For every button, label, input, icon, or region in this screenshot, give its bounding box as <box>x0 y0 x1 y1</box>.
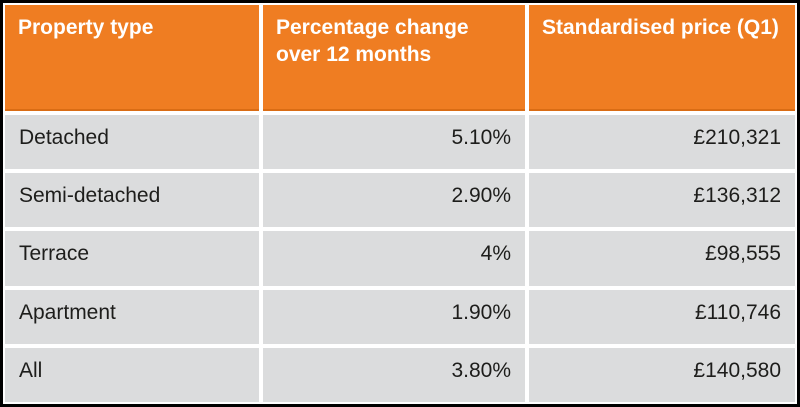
table-background: Property type Percentage change over 12 … <box>3 3 797 404</box>
cell-standardised-price-all: £140,580 <box>529 347 795 402</box>
cell-percentage-change-apartment: 1.90% <box>263 289 525 344</box>
cell-property-type-terrace: Terrace <box>5 231 259 286</box>
cell-percentage-change-terrace: 4% <box>263 231 525 286</box>
cell-standardised-price-semi-detached: £136,312 <box>529 173 795 228</box>
cell-standardised-price-apartment: £110,746 <box>529 289 795 344</box>
cell-standardised-price-terrace: £98,555 <box>529 231 795 286</box>
cell-property-type-all: All <box>5 347 259 402</box>
cell-property-type-semi-detached: Semi-detached <box>5 173 259 228</box>
cell-percentage-change-semi-detached: 2.90% <box>263 173 525 228</box>
cell-standardised-price-detached: £210,321 <box>529 115 795 170</box>
column-header-property-type: Property type <box>5 5 259 111</box>
cell-percentage-change-detached: 5.10% <box>263 115 525 170</box>
cell-property-type-detached: Detached <box>5 115 259 170</box>
column-header-standardised-price: Standardised price (Q1) <box>529 5 795 111</box>
cell-percentage-change-all: 3.80% <box>263 347 525 402</box>
column-header-percentage-change: Percentage change over 12 months <box>263 5 525 111</box>
cell-property-type-apartment: Apartment <box>5 289 259 344</box>
property-price-table: Property type Percentage change over 12 … <box>5 5 795 402</box>
